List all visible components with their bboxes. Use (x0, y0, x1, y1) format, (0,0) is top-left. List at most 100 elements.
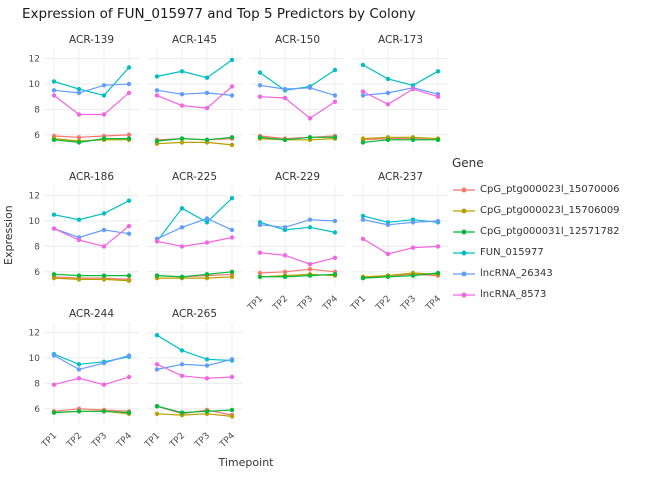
data-point (257, 83, 263, 88)
legend-title: Gene (452, 156, 484, 170)
data-point (179, 244, 185, 249)
data-point (126, 136, 132, 141)
facet-ACR-265: ACR-265 TP1 TP2 TP3 TP4 (143, 308, 242, 451)
data-point (229, 274, 235, 279)
data-point (385, 102, 391, 107)
data-point (257, 250, 263, 255)
data-point (101, 83, 107, 88)
data-point (307, 225, 313, 230)
series-line (156, 363, 233, 379)
series-line (53, 228, 130, 239)
series-line (53, 408, 130, 412)
data-point (179, 410, 185, 415)
data-point (76, 409, 82, 414)
data-point (154, 138, 160, 144)
data-point (257, 94, 263, 99)
data-point (229, 235, 235, 240)
series-line (362, 272, 439, 279)
facet-ACR-173: ACR-173 (353, 34, 448, 150)
series-line (362, 136, 439, 140)
facet-title: ACR-229 (275, 171, 320, 183)
facet-ACR-225: ACR-225 (147, 171, 242, 287)
data-point (154, 74, 160, 79)
data-point (154, 362, 160, 367)
data-point (204, 137, 210, 142)
data-point (282, 274, 288, 279)
data-point (410, 86, 416, 92)
data-point (126, 278, 132, 283)
facet-ACR-139: ACR-139 6 8 10 12 (29, 34, 139, 150)
facet-title: ACR-139 (69, 34, 114, 46)
x-tick-label: TP4 (115, 431, 135, 451)
facet-title: ACR-244 (69, 308, 114, 320)
data-point (385, 251, 391, 257)
legend-entry-label: CpG_ptg000031l_12571782 (480, 226, 620, 237)
data-point (204, 90, 210, 96)
data-point (307, 135, 313, 140)
series-line (362, 139, 438, 143)
data-point (51, 382, 57, 387)
data-point (154, 273, 160, 278)
data-point (126, 273, 132, 278)
data-point (126, 223, 132, 229)
data-point (332, 93, 338, 98)
x-tick-label: TP4 (321, 294, 341, 314)
data-point (360, 136, 366, 141)
data-point (435, 218, 441, 224)
data-point (204, 216, 210, 221)
series-line (156, 413, 233, 417)
legend-entry-label: lncRNA_26343 (480, 268, 553, 279)
data-point (76, 135, 82, 140)
series-line (53, 137, 129, 144)
data-point (229, 227, 235, 233)
data-point (307, 116, 313, 121)
legend-entry: lncRNA_26343 (452, 263, 620, 284)
data-point (229, 374, 235, 380)
series-line (156, 141, 233, 146)
data-point (204, 357, 210, 362)
facet-title: ACR-173 (378, 34, 423, 46)
x-tick-label: TP1 (349, 294, 369, 314)
legend-entry-label: lncRNA_8573 (480, 289, 547, 300)
series-line (362, 272, 439, 278)
data-point (385, 76, 391, 82)
data-point (229, 357, 235, 362)
data-point (229, 84, 235, 89)
data-point (360, 213, 366, 219)
legend-swatch-point (461, 271, 467, 276)
series-line (156, 236, 233, 248)
data-point (126, 90, 132, 96)
x-tick-label: TP1 (40, 431, 60, 451)
legend-entry-label: FUN_015977 (480, 247, 544, 258)
series-line (362, 88, 439, 105)
data-point (179, 225, 185, 230)
data-point (76, 367, 82, 372)
data-point (229, 269, 235, 274)
data-point (204, 240, 210, 245)
y-tick-label: 12 (29, 55, 40, 65)
x-tick-label: TP3 (296, 294, 316, 314)
data-point (101, 112, 107, 117)
series-line (362, 219, 439, 226)
series-line (362, 238, 439, 255)
data-point (51, 88, 57, 93)
data-point (154, 239, 160, 244)
series-line (156, 86, 233, 109)
series-line (362, 87, 439, 96)
y-tick-label: 8 (34, 379, 40, 389)
data-point (410, 137, 416, 142)
data-point (51, 93, 57, 98)
facet-title: ACR-225 (172, 171, 217, 183)
data-point (154, 333, 160, 338)
series-line (53, 134, 130, 138)
series-line (156, 271, 233, 278)
data-point (76, 362, 82, 367)
data-point (257, 135, 263, 140)
data-point (332, 230, 338, 235)
data-point (204, 409, 210, 414)
data-point (179, 92, 185, 97)
series-line (53, 376, 130, 386)
data-point (51, 79, 57, 84)
x-tick-label: TP4 (218, 431, 238, 451)
